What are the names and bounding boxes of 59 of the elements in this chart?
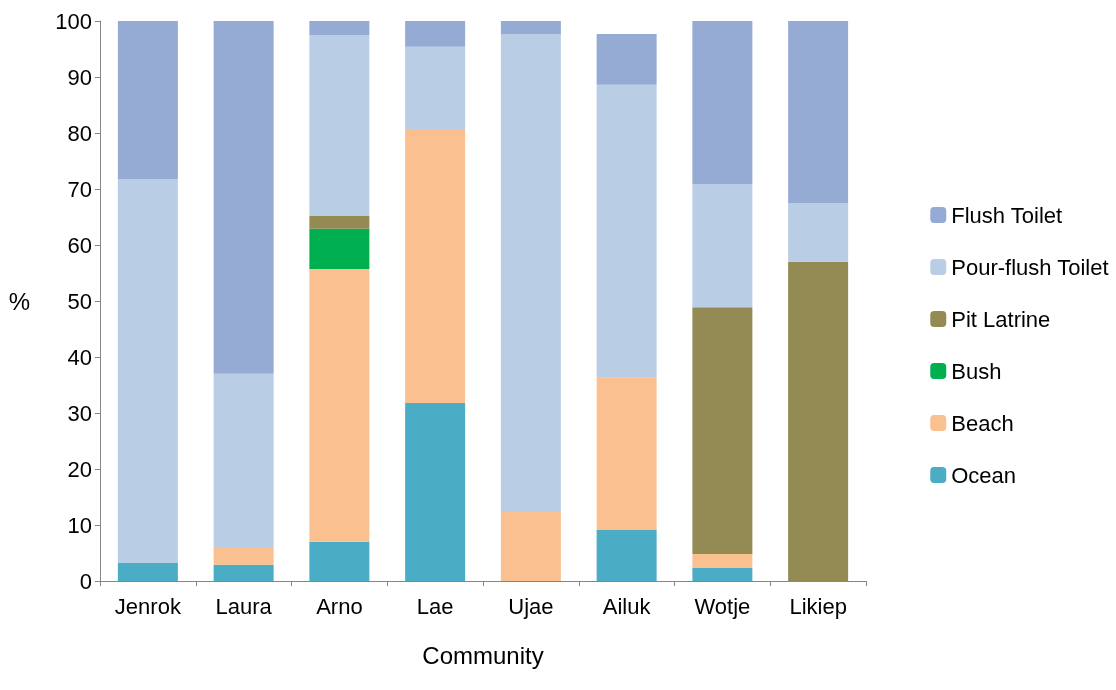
- y-tick-label: 10: [67, 512, 92, 538]
- bar: [500, 21, 561, 34]
- bar: [405, 21, 466, 47]
- bar: [309, 269, 370, 542]
- bar: [405, 402, 466, 581]
- bar: [213, 547, 274, 565]
- bar: [788, 261, 849, 581]
- legend-label: Pour-flush Toilet: [951, 254, 1109, 280]
- legend-label: Ocean: [951, 462, 1017, 488]
- bar: [596, 33, 657, 85]
- bar: [213, 21, 274, 374]
- bar: [692, 554, 753, 569]
- legend-label: Beach: [951, 410, 1014, 436]
- bar: [309, 215, 370, 229]
- bar: [213, 373, 274, 548]
- legend-label: Flush Toilet: [951, 202, 1063, 228]
- bar: [309, 35, 370, 216]
- x-tick-label: Ailuk: [602, 593, 652, 619]
- bar: [117, 178, 178, 564]
- x-tick-label: Ujae: [508, 593, 554, 619]
- x-tick-label: Jenrok: [114, 593, 182, 619]
- y-tick-label: 70: [67, 176, 92, 202]
- x-tick-label: Laura: [215, 593, 273, 619]
- y-tick-label: 60: [67, 232, 92, 258]
- x-tick-label: Wotje: [694, 593, 751, 619]
- y-tick-label: 0: [79, 568, 92, 594]
- legend-label: Bush: [951, 358, 1002, 384]
- bar: [213, 564, 274, 581]
- y-tick-label: 40: [67, 344, 92, 370]
- legend-label: Pit Latrine: [951, 306, 1051, 332]
- y-tick-label: 30: [67, 400, 92, 426]
- bar: [788, 203, 849, 262]
- bar: [596, 84, 657, 378]
- y-tick-label: 50: [67, 288, 92, 314]
- x-axis-title: Community: [422, 641, 544, 669]
- x-tick-label: Arno: [316, 593, 363, 619]
- bar: [405, 46, 466, 130]
- bar: [117, 563, 178, 581]
- bar: [309, 541, 370, 581]
- bar: [500, 33, 561, 513]
- bar: [309, 21, 370, 35]
- bar: [692, 568, 753, 581]
- x-tick-label: Likiep: [789, 593, 847, 619]
- bar: [692, 21, 753, 184]
- bar: [596, 377, 657, 531]
- y-axis-title: %: [8, 287, 30, 315]
- y-tick-label: 90: [67, 64, 92, 90]
- bar: [117, 21, 178, 179]
- bar: [692, 183, 753, 308]
- bar: [500, 512, 561, 581]
- bar: [405, 129, 466, 403]
- y-tick-label: 20: [67, 456, 92, 482]
- bar: [596, 530, 657, 581]
- bar: [692, 307, 753, 555]
- y-tick-label: 100: [55, 8, 92, 34]
- y-tick-label: 80: [67, 120, 92, 146]
- bar: [788, 21, 849, 203]
- x-tick-label: Lae: [416, 593, 454, 619]
- bar: [309, 228, 370, 270]
